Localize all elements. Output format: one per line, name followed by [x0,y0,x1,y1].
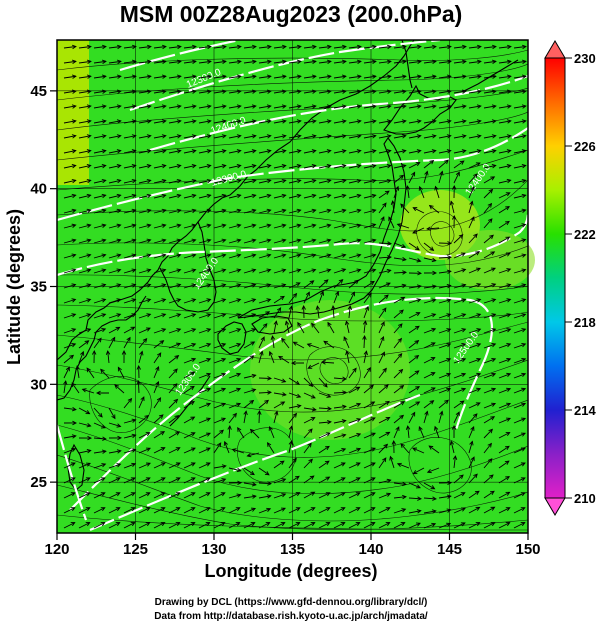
x-tick-label: 135 [280,541,305,558]
y-tick-label: 30 [30,376,47,393]
credit-line-drawing: Drawing by DCL (https://www.gfd-dennou.o… [155,597,428,608]
wind-arrow [364,336,365,348]
figure-title: MSM 00Z28Aug2023 (200.0hPa) [120,1,463,27]
wind-arrow [138,381,139,393]
wind-arrow [259,378,271,379]
colorbar-tick-label: 222 [574,227,596,242]
colorbar: 230 226 222 218 214 210 [545,41,596,515]
y-tick-label: 25 [30,474,47,491]
colorbar-tick-label: 214 [574,403,596,418]
x-axis-title: Longitude (degrees) [204,561,377,581]
x-tick-label: 140 [358,541,383,558]
colorbar-tick-label: 210 [574,491,596,506]
x-tick-label: 120 [44,541,69,558]
x-tick-label: 125 [123,541,148,558]
colorbar-tick-label: 218 [574,315,596,330]
colorbar-bottom-arrow [545,498,565,515]
colorbar-top-arrow [545,41,565,58]
y-tick-label: 45 [30,83,47,100]
colorbar-gradient [545,58,565,498]
credit-line-data: Data from http://database.rish.kyoto-u.a… [154,611,428,622]
x-tick-label: 130 [201,541,226,558]
y-axis: 25 30 35 40 45 [30,83,57,491]
y-tick-label: 40 [30,181,47,198]
map-plot-area: 12300.0 12400.0 12300.0 12400.0 12300.0 … [57,40,535,533]
x-tick-label: 145 [437,541,462,558]
colorbar-ticks: 230 226 222 218 214 210 [565,51,596,506]
x-tick-label: 150 [515,541,540,558]
colorbar-tick-label: 230 [574,51,596,66]
colorbar-tick-label: 226 [574,139,596,154]
y-tick-label: 35 [30,279,47,296]
x-axis: 120 125 130 135 140 145 150 [44,533,540,558]
y-axis-title: Latitude (degrees) [4,209,24,365]
